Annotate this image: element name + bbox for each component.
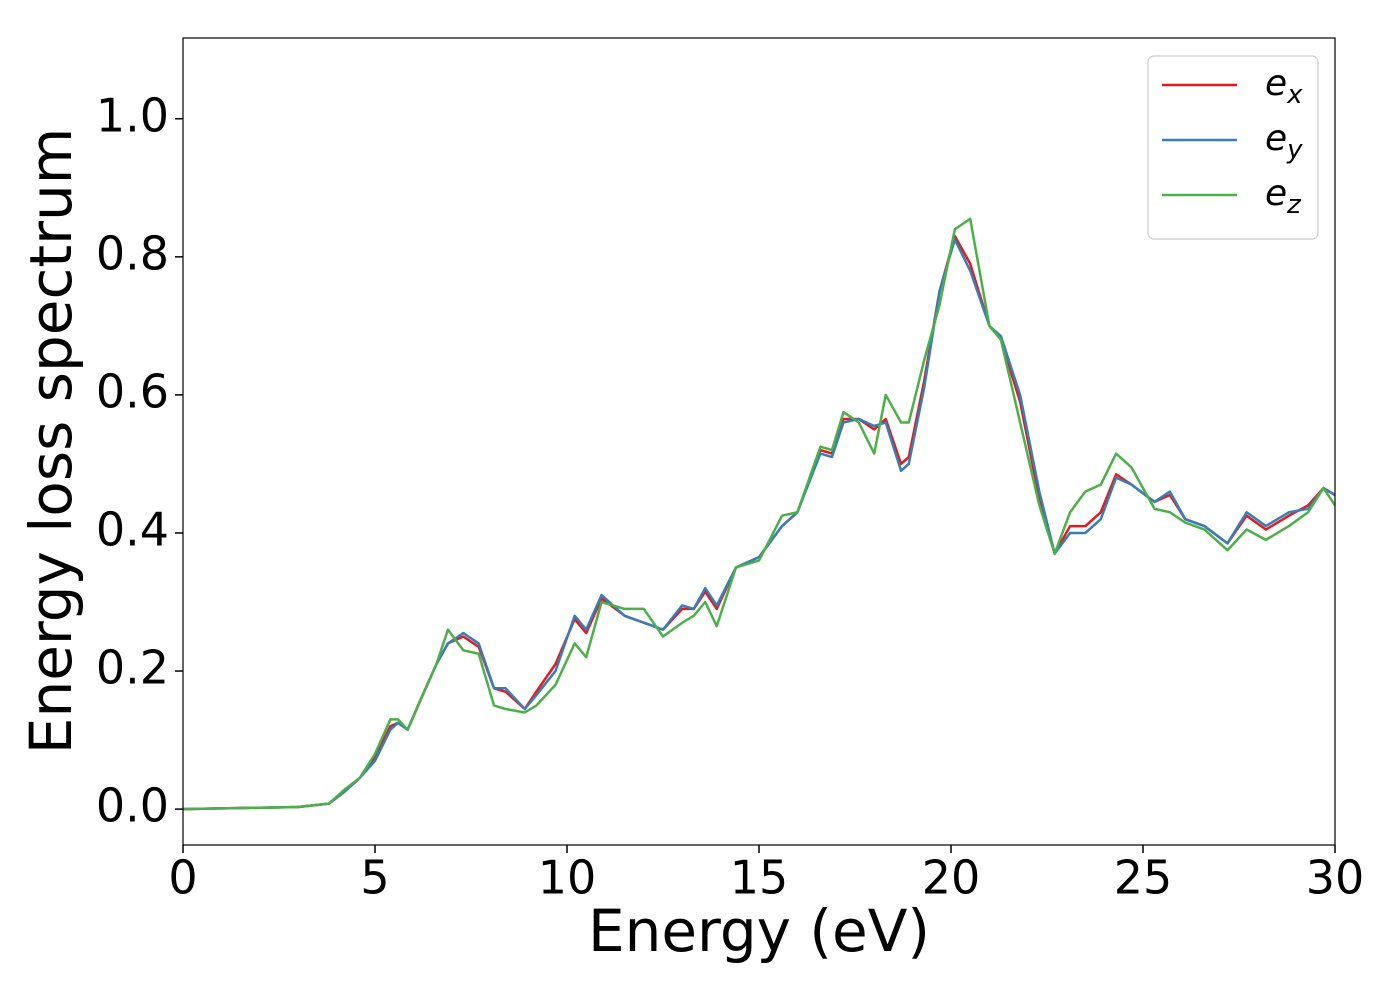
y-tick-label: 0.8 bbox=[96, 226, 169, 280]
legend-label-main: e bbox=[1265, 118, 1287, 159]
legend-label-sub: x bbox=[1286, 80, 1303, 110]
y-tick-label: 0.0 bbox=[96, 779, 169, 833]
x-tick-label: 30 bbox=[1306, 851, 1365, 905]
legend-label-sub: y bbox=[1286, 135, 1303, 165]
x-tick-label: 20 bbox=[922, 851, 981, 905]
x-tick-label: 15 bbox=[730, 851, 789, 905]
y-tick-label: 0.6 bbox=[96, 364, 169, 418]
legend-label: ex bbox=[1265, 63, 1303, 110]
x-tick-label: 25 bbox=[1114, 851, 1173, 905]
plot-frame bbox=[182, 37, 1336, 846]
data-line bbox=[183, 234, 1335, 811]
legend-box bbox=[1147, 55, 1319, 240]
y-tick-label: 1.0 bbox=[96, 88, 169, 142]
legend-label-sub: z bbox=[1286, 190, 1302, 220]
x-tick-label: 0 bbox=[168, 851, 197, 905]
legend-label: ez bbox=[1265, 173, 1302, 220]
x-tick-label: 5 bbox=[360, 851, 389, 905]
y-axis-label: Energy loss spectrum bbox=[17, 128, 85, 754]
legend-label: ey bbox=[1265, 118, 1303, 165]
x-axis-label: Energy (eV) bbox=[588, 897, 930, 965]
x-tick-label: 10 bbox=[538, 851, 597, 905]
data-line bbox=[183, 238, 1335, 811]
y-tick-label: 0.2 bbox=[96, 641, 169, 695]
legend-label-main: e bbox=[1265, 63, 1287, 104]
y-tick-label: 0.4 bbox=[96, 502, 169, 556]
legend-label-main: e bbox=[1265, 173, 1287, 214]
data-line bbox=[183, 217, 1335, 811]
